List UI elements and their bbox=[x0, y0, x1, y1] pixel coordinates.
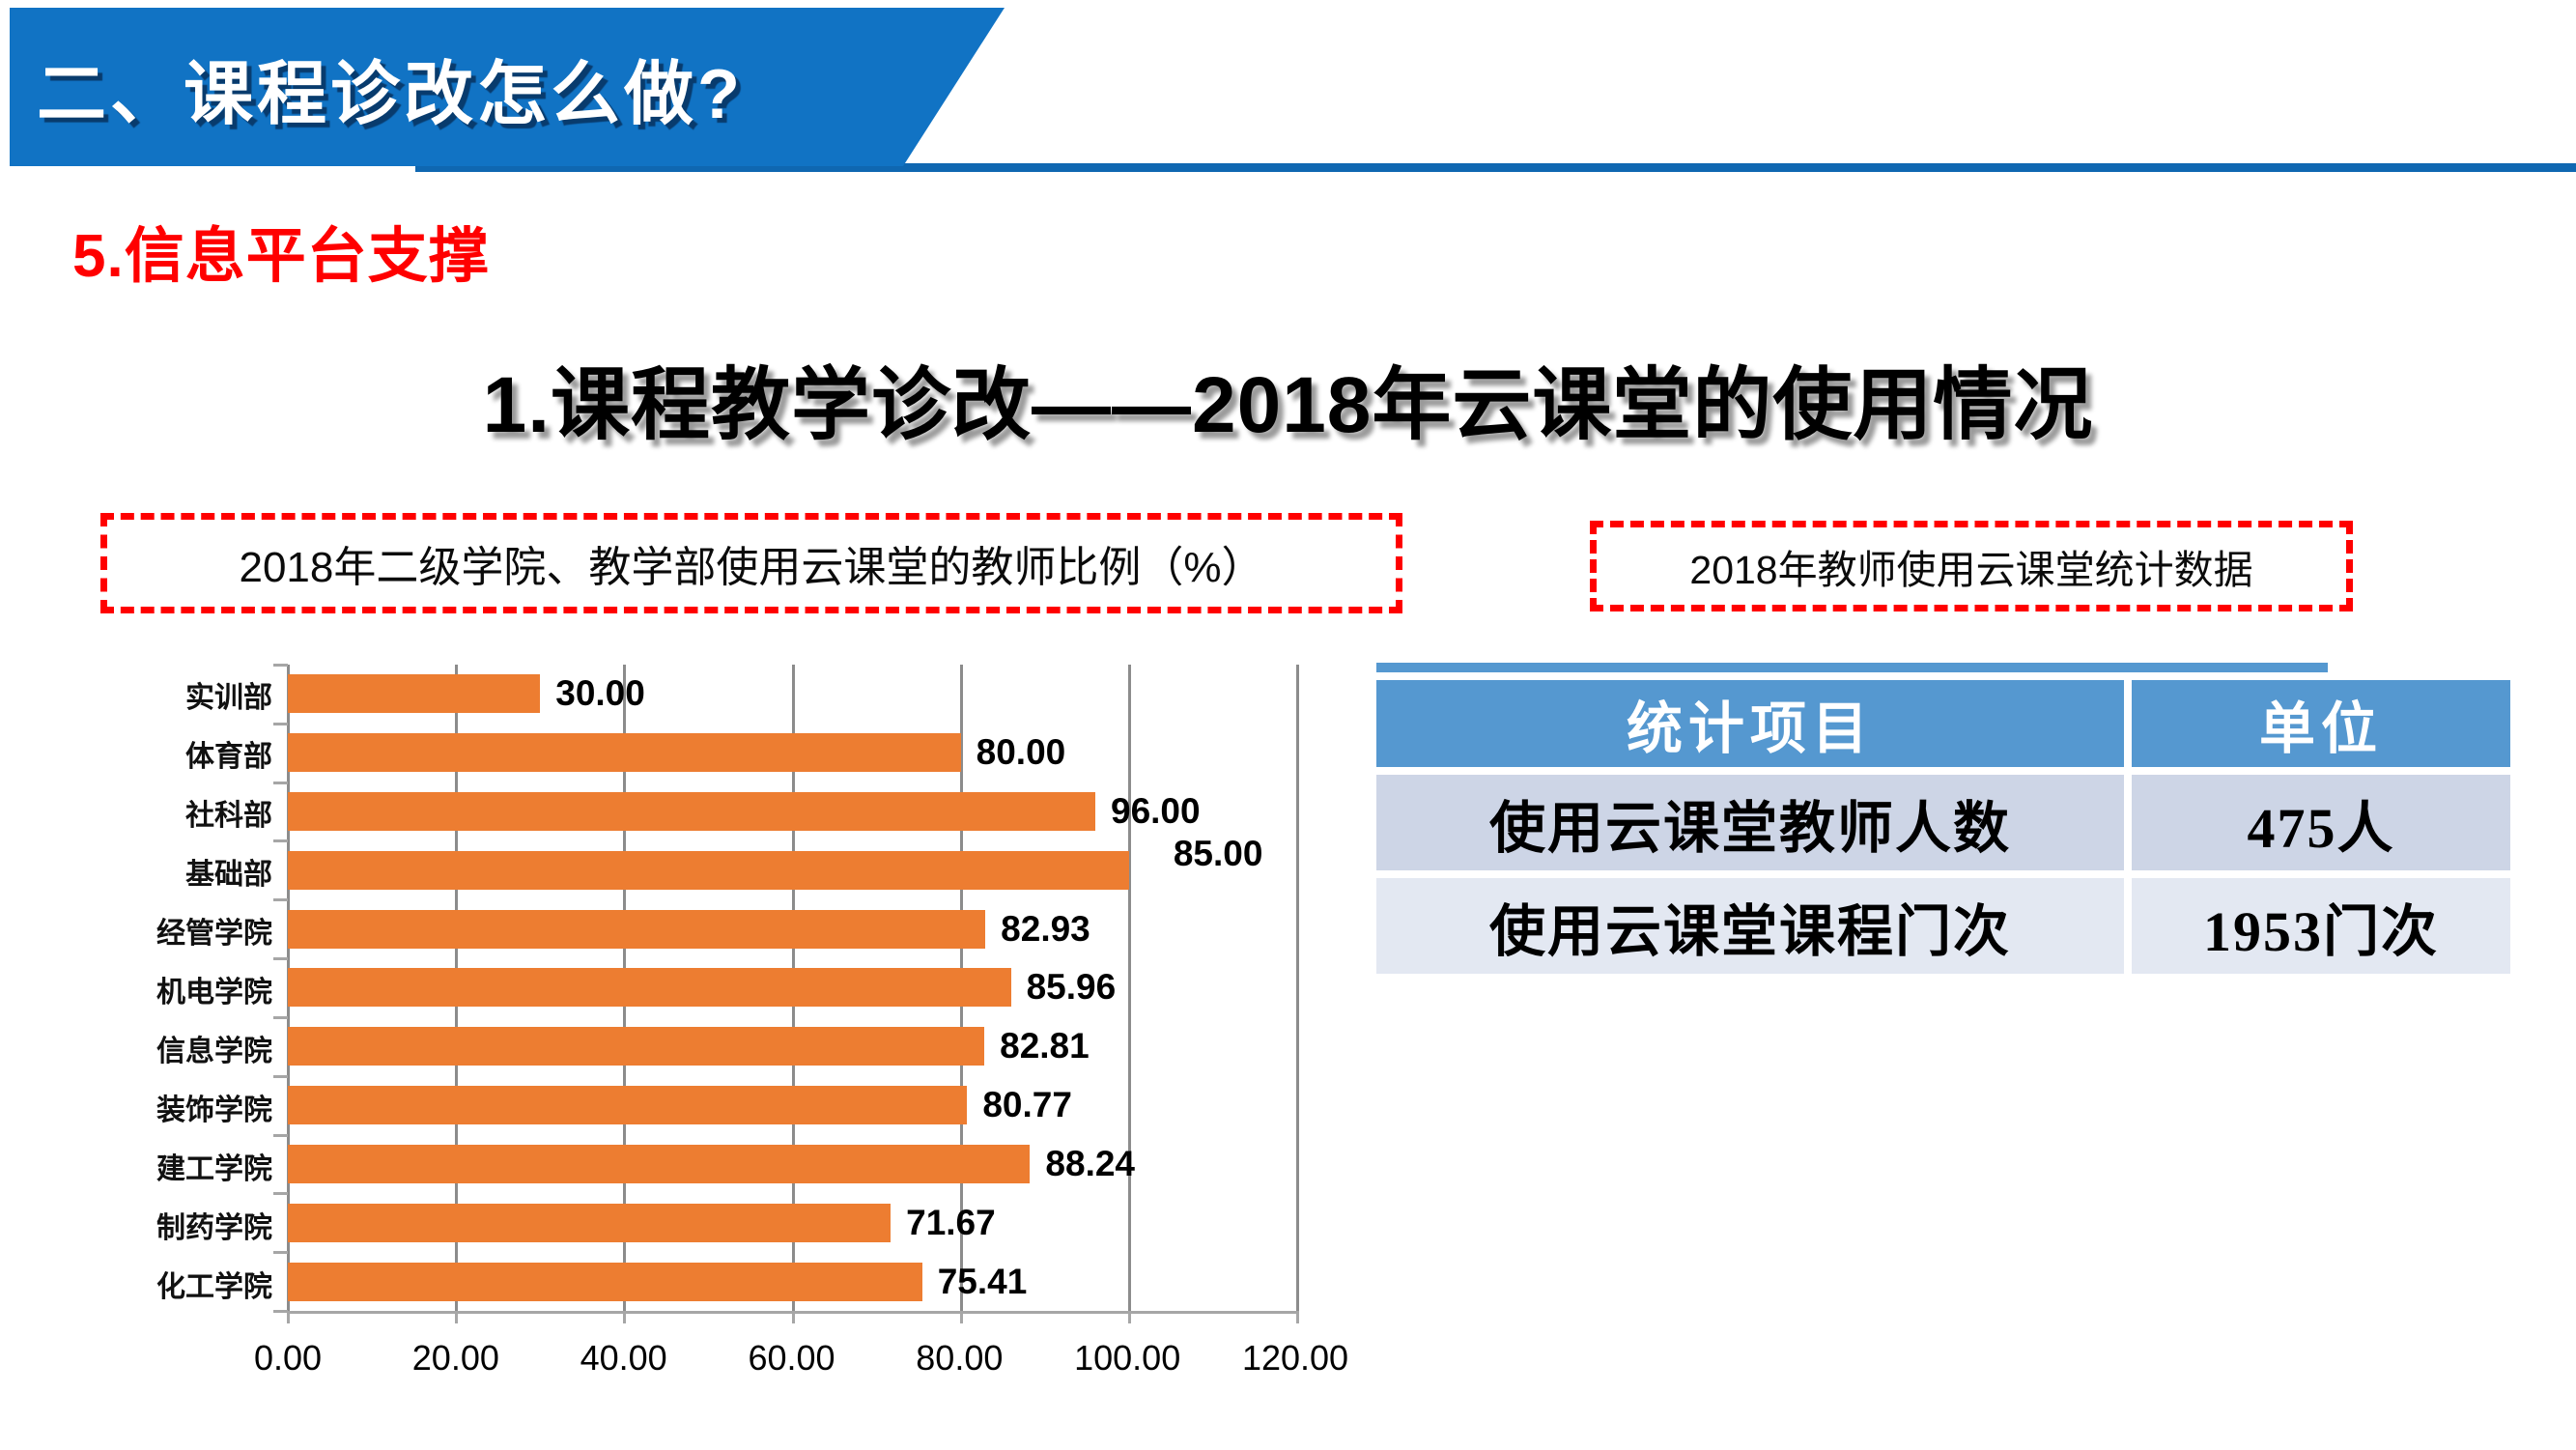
bar-value-label: 85.00 bbox=[1173, 833, 1263, 873]
gridline bbox=[1296, 665, 1299, 1311]
y-axis-tick bbox=[273, 722, 288, 725]
chart-bar-row: 82.93 bbox=[288, 899, 1297, 958]
chart-bar bbox=[288, 733, 961, 773]
table-cell: 使用云课堂教师人数 bbox=[1376, 775, 2124, 870]
chart-bar bbox=[288, 850, 1129, 890]
table-cell: 475人 bbox=[2132, 775, 2510, 870]
chart-bar bbox=[288, 1203, 892, 1242]
y-axis-tick bbox=[273, 839, 288, 843]
header-divider-rule bbox=[415, 163, 2576, 172]
category-label: 体育部 bbox=[185, 740, 272, 773]
bar-value-label: 82.81 bbox=[1000, 1026, 1090, 1066]
chart-bar bbox=[288, 1027, 985, 1066]
category-label: 基础部 bbox=[185, 858, 272, 891]
chart-bar bbox=[288, 1086, 968, 1125]
bar-value-label: 71.67 bbox=[906, 1202, 996, 1242]
y-axis-tick bbox=[273, 1192, 288, 1196]
table-caption-box: 2018年教师使用云课堂统计数据 bbox=[1590, 521, 2353, 611]
x-axis-tick bbox=[1296, 1311, 1299, 1323]
chart-bar bbox=[288, 1262, 922, 1301]
chart-bar-row: 80.00 bbox=[288, 724, 1297, 782]
y-axis-tick bbox=[273, 1015, 288, 1019]
x-axis-tick bbox=[791, 1311, 795, 1323]
chart-bar bbox=[288, 909, 986, 949]
category-label: 化工学院 bbox=[156, 1271, 272, 1304]
gridline bbox=[1127, 665, 1131, 1311]
banner-title: 二、课程诊改怎么做? bbox=[37, 55, 744, 133]
chart-bar-row: 71.67 bbox=[288, 1193, 1297, 1252]
y-axis-tick bbox=[273, 664, 288, 667]
x-axis-tick-label: 80.00 bbox=[916, 1338, 1004, 1378]
chart-caption: 2018年二级学院、教学部使用云课堂的教师比例（%） bbox=[239, 544, 1264, 591]
category-label: 制药学院 bbox=[156, 1212, 272, 1245]
category-label: 实训部 bbox=[185, 681, 272, 714]
y-axis-tick bbox=[273, 1251, 288, 1255]
slide-header-banner: 二、课程诊改怎么做? bbox=[10, 8, 1005, 166]
category-label: 装饰学院 bbox=[156, 1095, 272, 1127]
category-label: 机电学院 bbox=[156, 977, 272, 1009]
chart-bar-row: 85.96 bbox=[288, 958, 1297, 1017]
chart-bar-row: 30.00 bbox=[288, 665, 1297, 724]
table-caption: 2018年教师使用云课堂统计数据 bbox=[1689, 548, 2253, 592]
y-axis-tick bbox=[273, 781, 288, 784]
chart-bar bbox=[288, 674, 541, 714]
table-header-cell: 单位 bbox=[2132, 680, 2510, 767]
chart-bar bbox=[288, 792, 1095, 832]
y-axis-tick bbox=[273, 1133, 288, 1137]
x-axis-tick-label: 40.00 bbox=[580, 1338, 667, 1378]
chart-bar-row: 75.41 bbox=[288, 1252, 1297, 1311]
x-axis-tick-label: 0.00 bbox=[253, 1338, 323, 1378]
y-axis-tick bbox=[273, 1074, 288, 1078]
page-title: 1.课程教学诊改——2018年云课堂的使用情况 bbox=[482, 361, 2094, 449]
chart-plot-area: 30.00 80.00 96.00 85.00 82.93 85.96 82.81 80.77… bbox=[273, 664, 1299, 1323]
category-label: 社科部 bbox=[185, 799, 272, 832]
x-axis-tick-label: 20.00 bbox=[411, 1338, 499, 1378]
bar-value-label: 85.96 bbox=[1026, 967, 1117, 1008]
category-label: 信息学院 bbox=[156, 1036, 272, 1068]
bar-value-label: 80.00 bbox=[976, 732, 1066, 773]
stats-table: 统计项目 单位 使用云课堂教师人数 475人 使用云课堂课程门次 1953门次 bbox=[1376, 663, 2510, 974]
table-header-cell: 统计项目 bbox=[1376, 680, 2124, 767]
table-cell: 使用云课堂课程门次 bbox=[1376, 878, 2124, 974]
x-axis-tick bbox=[287, 1311, 290, 1323]
chart-caption-box: 2018年二级学院、教学部使用云课堂的教师比例（%） bbox=[100, 513, 1402, 613]
x-axis-tick-label: 120.00 bbox=[1241, 1338, 1349, 1378]
x-axis-tick bbox=[623, 1311, 627, 1323]
bar-value-label: 80.77 bbox=[982, 1085, 1072, 1125]
x-axis-tick bbox=[959, 1311, 963, 1323]
bar-value-label: 96.00 bbox=[1111, 791, 1201, 832]
category-axis-labels: 实训部体育部社科部基础部经管学院机电学院信息学院装饰学院建工学院制药学院化工学院 bbox=[97, 665, 288, 1314]
category-label: 经管学院 bbox=[156, 917, 272, 950]
x-axis-tick-labels: 0.00 20.00 40.00 60.00 80.00 100.00 120.00 bbox=[254, 1338, 1348, 1386]
x-axis-tick-label: 100.00 bbox=[1074, 1338, 1181, 1378]
bar-chart: 实训部体育部社科部基础部经管学院机电学院信息学院装饰学院建工学院制药学院化工学院… bbox=[97, 664, 1299, 1323]
chart-bar-row: 88.24 bbox=[288, 1135, 1297, 1194]
y-axis-tick bbox=[273, 898, 288, 902]
chart-bar bbox=[288, 968, 1011, 1008]
y-axis-tick bbox=[273, 1310, 288, 1313]
section-subtitle: 5.信息平台支撑 bbox=[72, 223, 490, 290]
chart-bar bbox=[288, 1144, 1031, 1183]
bar-value-label: 30.00 bbox=[555, 673, 645, 714]
category-label: 建工学院 bbox=[156, 1153, 272, 1186]
bar-value-label: 88.24 bbox=[1045, 1143, 1136, 1183]
x-axis-tick bbox=[1127, 1311, 1131, 1323]
table-cell: 1953门次 bbox=[2132, 878, 2510, 974]
bar-value-label: 75.41 bbox=[937, 1261, 1028, 1301]
chart-bar-row: 82.81 bbox=[288, 1017, 1297, 1076]
chart-bar-row: 96.00 bbox=[288, 782, 1297, 841]
y-axis-tick bbox=[273, 957, 288, 961]
x-axis-tick bbox=[455, 1311, 459, 1323]
chart-bar-row: 85.00 bbox=[288, 834, 1297, 899]
stats-table-grid: 统计项目 单位 使用云课堂教师人数 475人 使用云课堂课程门次 1953门次 bbox=[1376, 680, 2510, 974]
x-axis-tick-label: 60.00 bbox=[748, 1338, 835, 1378]
bar-value-label: 82.93 bbox=[1001, 908, 1090, 949]
stats-table-top-border bbox=[1376, 663, 2328, 672]
chart-bar-row: 80.77 bbox=[288, 1076, 1297, 1135]
